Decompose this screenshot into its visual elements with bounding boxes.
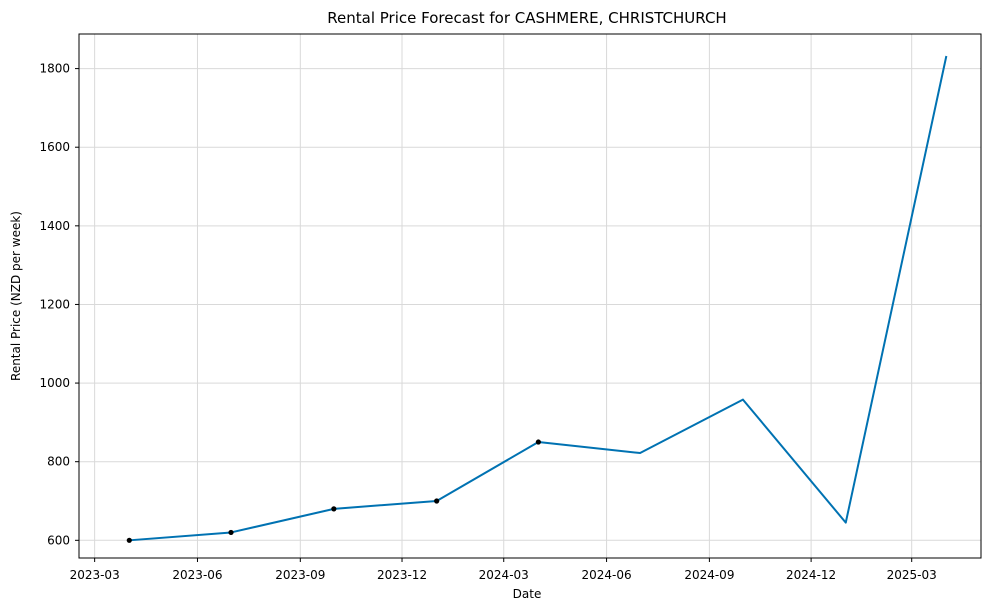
data-point xyxy=(535,439,541,445)
y-axis-label: Rental Price (NZD per week) xyxy=(9,211,23,381)
data-point xyxy=(434,498,440,504)
x-tick-label: 2023-06 xyxy=(172,568,222,582)
x-tick-label: 2024-12 xyxy=(786,568,836,582)
data-point xyxy=(126,537,132,543)
y-tick-label: 1800 xyxy=(39,62,70,76)
grid xyxy=(79,34,981,558)
chart-title: Rental Price Forecast for CASHMERE, CHRI… xyxy=(327,9,726,27)
x-tick-label: 2024-09 xyxy=(684,568,734,582)
y-tick-label: 1400 xyxy=(39,219,70,233)
x-tick-label: 2024-03 xyxy=(479,568,529,582)
y-tick-label: 1000 xyxy=(39,376,70,390)
data-point xyxy=(228,529,234,536)
x-tick-label: 2023-03 xyxy=(70,568,120,582)
series-layer xyxy=(126,55,948,543)
y-tick-label: 600 xyxy=(47,533,70,547)
x-axis-label: Date xyxy=(513,587,542,601)
x-tick-label: 2025-03 xyxy=(887,568,937,582)
ticks: 2023-03 2023-06 2023-09 2023-12 2024-03 2024-… xyxy=(39,62,936,582)
y-tick-label: 800 xyxy=(47,455,70,469)
plot-frame xyxy=(78,33,982,559)
y-tick-label: 1600 xyxy=(39,140,70,154)
x-tick-label: 2023-09 xyxy=(275,568,325,582)
data-point xyxy=(331,506,337,512)
y-tick-label: 1200 xyxy=(39,297,70,311)
x-tick-label: 2024-06 xyxy=(581,568,631,582)
x-tick-label: 2023-12 xyxy=(377,568,427,582)
